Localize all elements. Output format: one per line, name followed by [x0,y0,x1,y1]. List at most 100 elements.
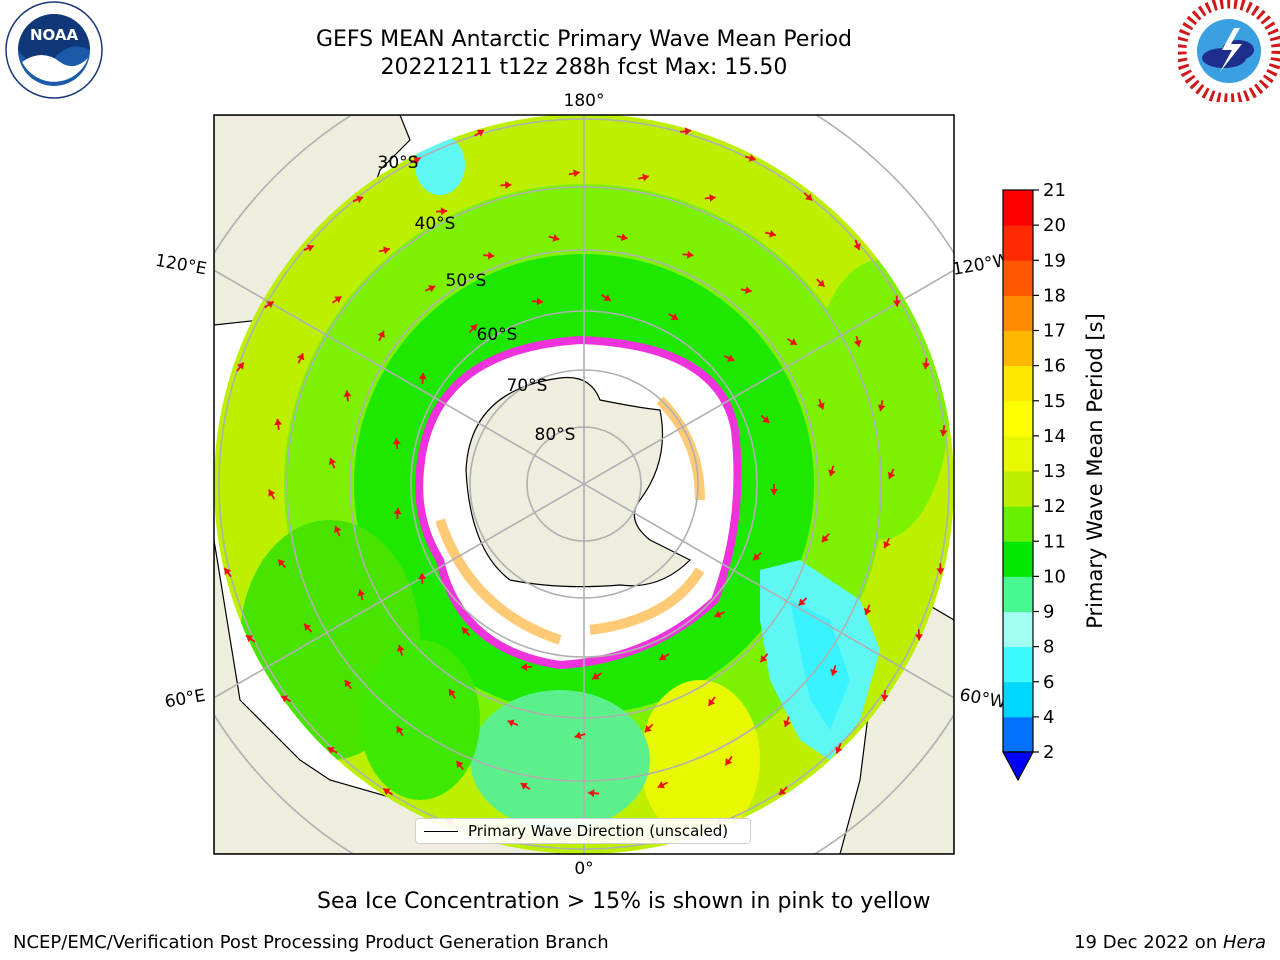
wave-direction-arrow-head [603,294,611,301]
wave-direction-arrow-head [413,156,421,165]
nws-logo [1178,0,1280,102]
lat-label-70s: 70°S [507,376,548,396]
lat-label-60s: 60°S [477,325,518,345]
wave-direction-arrow-head [877,404,886,412]
colorbar-tick-label: 12 [1043,496,1066,517]
colorbar-band [1003,576,1033,612]
wave-direction-arrow-head [536,297,543,306]
wave-direction-arrow-head [828,469,836,477]
wave-direction-arrow-head [592,672,600,680]
wave-direction-arrow-head [887,471,896,479]
wave-direction-arrow-head [328,458,337,466]
colorbar-band [1003,611,1033,648]
wave-direction-arrow-head [936,568,945,575]
wave-direction-arrow-head [939,429,948,437]
map-frame [213,114,955,855]
wave-direction-arrow-head [327,746,335,754]
wave-direction-arrow-head [922,362,931,370]
wave-direction-arrow-head [266,301,274,309]
wave-direction-arrow-head [727,354,735,362]
wave-direction-arrow-head [574,731,582,740]
colorbar-band [1003,471,1033,507]
lon-label-120e: 120°E [154,251,208,280]
colorbar-tick-label: 2 [1043,742,1054,763]
wave-direction-arrow-head [392,438,401,445]
wave-direction-arrow-head [383,246,390,255]
colorbar-tick-label: 13 [1043,461,1066,482]
wave-direction-arrow-head [552,234,560,242]
wave-direction-arrow-head [343,390,352,397]
noaa-logo: NOAA [5,1,103,99]
colorbar-band [1003,225,1033,261]
wave-direction-arrow-head [278,559,286,567]
wave-direction-arrow-head [588,789,595,798]
colorbar-band [1003,435,1033,472]
wave-direction-arrow-head [396,644,405,652]
wave-direction-arrow-head [760,655,768,663]
colorbar-tick-label: 15 [1043,391,1066,412]
wave-direction-arrow-head [892,300,901,307]
wave-direction-arrow-head [880,694,889,702]
wave-direction-arrow-head [268,489,276,497]
wave-direction-arrow-head [507,719,515,727]
antarctica-land [465,376,692,588]
wave-direction-arrow-head [853,339,862,347]
wave-direction-arrow-head [573,169,580,178]
wave-direction-arrow-head [753,553,761,561]
wave-direction-arrow-head [684,127,692,136]
wave-direction-arrow-head [762,415,770,423]
colorbar-band [1003,506,1033,542]
colorbar-label: Primary Wave Mean Period [s] [1083,313,1107,629]
wave-direction-arrow-head [281,695,289,703]
map-title: GEFS MEAN Antarctic Primary Wave Mean Pe… [315,27,853,52]
wave-direction-arrow-head [830,668,838,676]
machine-name: Hera [1222,932,1266,953]
lat-label-30s: 30°S [378,153,419,173]
wave-direction-arrow-head [357,589,366,597]
wave-direction-arrow-head [505,181,512,190]
wave-direction-arrow-head [383,788,391,796]
wave-direction-arrow-head [714,610,722,618]
wave-direction-arrow-head [817,279,825,287]
colorbar-band [1003,365,1033,402]
colorbar-tick-label: 11 [1043,531,1066,552]
wave-direction-arrow-head [657,781,665,789]
colorbar-band [1003,646,1033,683]
wave-direction-arrow-head [377,330,385,339]
wave-direction-arrow-head [708,698,716,706]
wave-direction-arrow-head [356,195,364,204]
wave-direction-arrow-head [687,250,694,259]
legend-line-sample [424,831,458,832]
wave-direction-arrow-head [789,338,797,345]
map-legend: Primary Wave Direction (unscaled) [415,818,751,844]
colorbar-band [1003,681,1033,718]
wave-direction-arrow-head [798,598,806,606]
footer-credit: NCEP/EMC/Verification Post Processing Pr… [13,932,609,953]
lon-label-60e: 60°E [163,686,207,713]
legend-label: Primary Wave Direction (unscaled) [468,822,729,840]
wave-direction-arrow-head [476,129,484,137]
wave-direction-arrow-head [748,154,756,162]
colorbar-tick-label: 10 [1043,566,1066,587]
colorbar-band [1003,330,1033,367]
wave-direction-arrow-head [883,540,891,548]
colorbar-tick-label: 16 [1043,356,1066,377]
footer-date: 19 Dec 2022 on Hera [1074,932,1266,953]
wave-direction-arrow-head [853,243,861,251]
wave-direction-arrow-head [333,525,342,533]
wave-direction-arrow-head [783,719,791,727]
colorbar-tick-label: 18 [1043,285,1066,306]
colorbar-tick-label: 14 [1043,426,1066,447]
wave-direction-arrow-head [418,372,427,380]
wave-direction-arrow-head [344,680,352,688]
wave-direction-arrow-head [659,653,667,661]
wave-direction-arrow-head [448,689,456,697]
wave-direction-arrow-head [462,627,470,635]
wave-direction-arrow-head [224,567,232,576]
wave-direction-arrow-head [418,573,427,580]
colorbar-tick-label: 19 [1043,250,1066,271]
colorbar-tick-label: 8 [1043,637,1054,658]
colorbar-tick-label: 20 [1043,215,1066,236]
